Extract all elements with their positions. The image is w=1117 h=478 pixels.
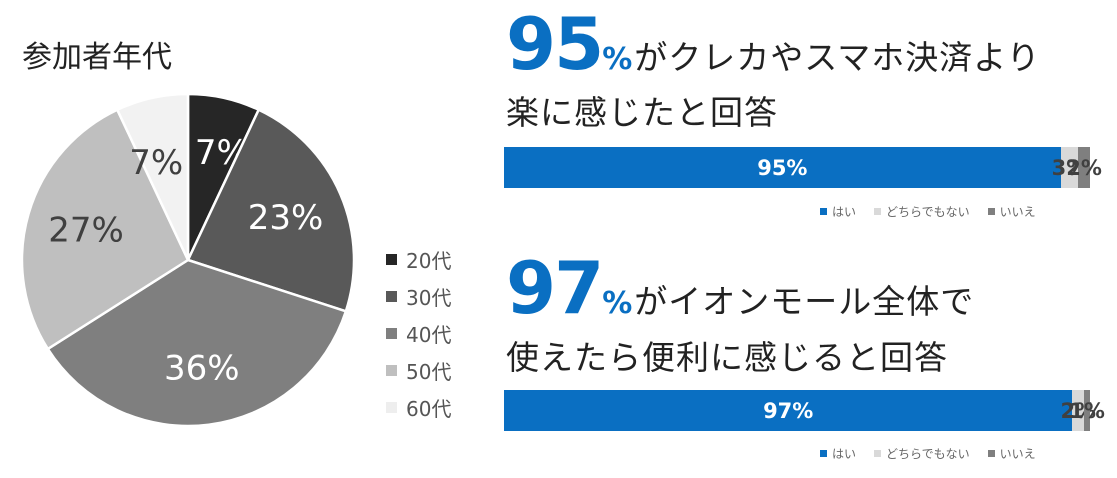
survey1-subline: 楽に感じたと回答 xyxy=(506,93,778,132)
pie-slice-60代 xyxy=(115,92,190,261)
survey2-bar-segment-はい: 97% xyxy=(504,390,1073,431)
legend-swatch xyxy=(987,450,995,457)
survey2-bar-label-いいえ: 1% xyxy=(1069,398,1105,423)
survey1-headline-percent: % xyxy=(602,42,633,77)
pie-legend-item-40代: 40代 xyxy=(386,315,451,352)
survey1-legend-item-いいえ: いいえ xyxy=(987,203,1036,220)
legend-swatch xyxy=(820,208,827,215)
survey2-headline: 97%がイオンモール全体で xyxy=(506,252,974,324)
legend-label: 50代 xyxy=(406,360,452,384)
legend-swatch xyxy=(386,254,397,265)
pie-legend-item-20代: 20代 xyxy=(386,241,451,278)
survey1-bar-label-はい: 95% xyxy=(757,155,808,180)
survey2-bar-segment-いいえ: 1% xyxy=(1069,390,1105,431)
survey2-headline-number: 97 xyxy=(506,246,604,330)
legend-label: はい xyxy=(832,447,857,461)
survey2-legend-item-どちらでもない: どちらでもない xyxy=(874,445,970,462)
survey1-headline-number: 95 xyxy=(506,2,604,86)
pie-slice-50代 xyxy=(20,108,190,351)
legend-label: 40代 xyxy=(406,323,452,347)
survey2-subline: 使えたら便利に感じると回答 xyxy=(506,338,948,377)
survey1-headline-text: がクレカやスマホ決済より xyxy=(634,38,1041,77)
pie-legend-item-30代: 30代 xyxy=(386,278,451,315)
legend-label: はい xyxy=(832,205,857,219)
survey1-bar-label-いいえ: 2% xyxy=(1066,155,1102,180)
survey1-bar-legend: はい どちらでもない いいえ xyxy=(820,203,1054,220)
survey2-headline-percent: % xyxy=(602,286,633,321)
survey2-bar-legend: はい どちらでもない いいえ xyxy=(820,445,1054,462)
legend-label: いいえ xyxy=(999,205,1036,219)
legend-label: どちらでもない xyxy=(886,447,970,461)
legend-label: どちらでもない xyxy=(886,205,970,219)
pie-slice-label-50代: 27% xyxy=(48,210,124,250)
legend-swatch xyxy=(386,365,397,376)
pie-legend-item-50代: 50代 xyxy=(386,352,451,389)
survey2-bar-segment-どちらでもない: 2% xyxy=(1060,390,1096,431)
legend-swatch xyxy=(820,450,827,457)
legend-label: 30代 xyxy=(406,286,452,310)
survey1-stacked-bar: 95% 3% 2% xyxy=(504,147,1102,188)
pie-legend-item-60代: 60代 xyxy=(386,389,451,426)
legend-label: 60代 xyxy=(406,397,452,421)
pie-chart-title: 参加者年代 xyxy=(22,40,172,75)
legend-swatch xyxy=(874,208,882,215)
pie-slice-30代 xyxy=(186,108,356,313)
survey2-bar-label-はい: 97% xyxy=(763,398,814,423)
survey1-legend-item-はい: はい xyxy=(820,203,856,220)
legend-swatch xyxy=(987,208,995,215)
legend-swatch xyxy=(386,402,397,413)
survey1-bar-segment-いいえ: 2% xyxy=(1066,147,1102,188)
pie-slice-40代 xyxy=(46,258,348,428)
legend-label: 20代 xyxy=(406,249,452,273)
pie-legend: 20代 30代 40代 50代 60代 xyxy=(386,241,451,426)
survey1-bar-segment-はい: 95% xyxy=(504,147,1061,188)
pie-slice-label-30代: 23% xyxy=(248,198,324,238)
pie-slice-label-60代: 7% xyxy=(129,143,183,183)
legend-swatch xyxy=(386,328,397,339)
legend-swatch xyxy=(386,291,397,302)
survey2-legend-item-はい: はい xyxy=(820,445,856,462)
survey2-bar-label-どちらでもない: 2% xyxy=(1060,398,1097,423)
legend-label: いいえ xyxy=(999,447,1036,461)
survey2-headline-text: がイオンモール全体で xyxy=(634,282,975,321)
survey2-legend-item-いいえ: いいえ xyxy=(987,445,1036,462)
legend-swatch xyxy=(874,450,882,457)
survey2-stacked-bar: 97% 2% 1% xyxy=(504,390,1105,431)
survey1-headline: 95%がクレカやスマホ決済より xyxy=(506,8,1041,80)
pie-slice-label-40代: 36% xyxy=(164,349,240,389)
survey1-legend-item-どちらでもない: どちらでもない xyxy=(874,203,970,220)
